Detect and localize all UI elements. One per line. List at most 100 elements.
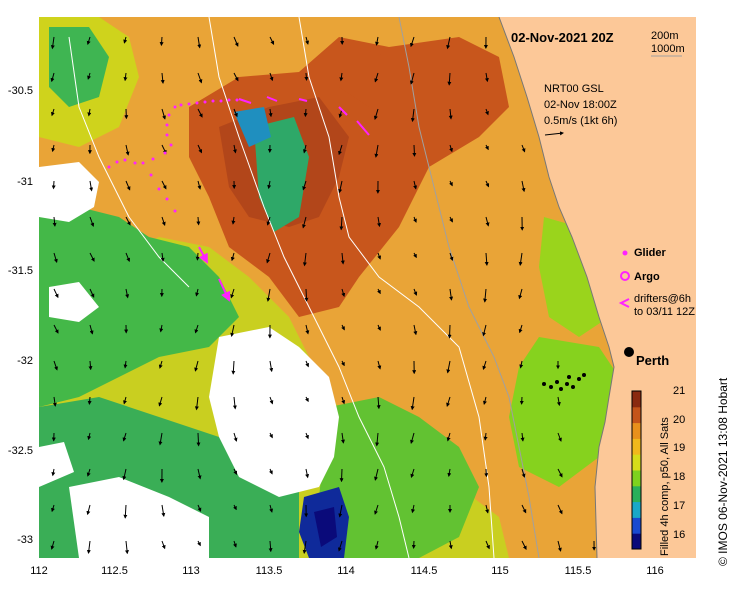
current-arrow xyxy=(449,144,453,153)
colorbar-swatch xyxy=(632,422,641,439)
current-arrow xyxy=(232,144,237,154)
current-arrow xyxy=(86,540,91,554)
current-arrow xyxy=(410,36,415,48)
current-arrow xyxy=(485,216,490,227)
current-arrow xyxy=(339,216,344,231)
current-arrow xyxy=(196,432,201,447)
current-arrow xyxy=(50,36,55,50)
cloud-gap-southcentral xyxy=(209,327,339,497)
current-arrow xyxy=(484,252,489,266)
current-arrow xyxy=(197,540,201,547)
current-arrow xyxy=(518,324,523,334)
colorbar-tick-label: 21 xyxy=(673,385,686,397)
current-arrow xyxy=(195,288,200,297)
colorbar-tick-label: 19 xyxy=(673,442,686,455)
current-arrow xyxy=(446,432,451,442)
current-arrow xyxy=(557,540,562,552)
current-arrow xyxy=(341,360,345,367)
colorbar-swatch xyxy=(632,454,641,471)
x-tick-label: 114.5 xyxy=(410,565,438,577)
current-arrow xyxy=(485,180,490,188)
contour-1000m-3 xyxy=(68,36,190,288)
land-western-australia xyxy=(499,17,696,558)
x-tick-label: 113.5 xyxy=(255,565,283,577)
sst-map-canvas xyxy=(39,17,696,558)
coastal-green-strip xyxy=(539,217,609,337)
current-arrow xyxy=(125,180,131,191)
current-arrow xyxy=(269,396,274,405)
colorbar-swatch xyxy=(632,438,641,455)
reference-velocity-arrow xyxy=(544,131,564,136)
current-arrow xyxy=(557,432,562,442)
current-arrow xyxy=(52,396,57,407)
legend-drifters-time: to 03/11 12Z xyxy=(634,306,695,318)
current-arrow xyxy=(194,324,199,334)
glider-legend-symbol xyxy=(622,250,628,256)
current-arrow xyxy=(125,144,130,156)
current-arrow xyxy=(374,72,379,83)
current-arrow xyxy=(51,180,56,190)
sst-map-plot xyxy=(39,17,696,558)
current-arrow xyxy=(233,504,237,511)
current-arrow xyxy=(232,396,237,410)
glider-track xyxy=(107,98,239,213)
current-arrow xyxy=(161,216,166,226)
current-arrow xyxy=(341,288,346,298)
current-arrow xyxy=(302,216,307,229)
current-arrow xyxy=(89,252,95,262)
current-arrow xyxy=(122,468,127,481)
current-arrow xyxy=(89,324,94,335)
current-arrow xyxy=(53,252,58,264)
current-arrow xyxy=(160,72,165,84)
date-label: 02-Nov-2021 20Z xyxy=(511,30,614,45)
colorbar-border xyxy=(631,390,642,550)
velocity-scale: 0.5m/s (1kt 6h) xyxy=(544,115,618,127)
credit-line: © IMOS 06-Nov-2021 13:08 Hobart xyxy=(716,377,730,566)
y-tick-label: -30.5 xyxy=(7,85,33,97)
current-arrow xyxy=(338,180,343,194)
current-arrow xyxy=(305,396,309,403)
current-arrow xyxy=(122,432,127,442)
current-arrow xyxy=(125,288,130,299)
cloud-gap-west xyxy=(39,162,99,222)
current-arrow xyxy=(88,360,93,371)
current-arrow xyxy=(269,504,274,513)
current-arrow xyxy=(302,252,307,267)
current-arrow xyxy=(449,288,454,301)
current-arrow xyxy=(233,540,237,548)
cloud-gap-west-2 xyxy=(49,282,99,322)
current-arrow xyxy=(413,216,417,223)
current-arrow xyxy=(483,288,488,303)
current-arrow xyxy=(50,72,55,83)
current-arrow xyxy=(413,252,417,259)
current-arrow xyxy=(230,324,235,337)
current-arrow xyxy=(376,396,381,410)
coastline xyxy=(498,17,615,558)
current-arrow xyxy=(86,468,91,477)
colorbar-tick-label: 18 xyxy=(673,471,686,484)
current-arrow xyxy=(197,468,202,480)
current-arrow xyxy=(269,468,273,475)
current-arrow xyxy=(483,396,487,405)
current-arrow xyxy=(305,360,309,368)
current-arrow xyxy=(197,36,202,49)
current-arrow xyxy=(447,72,452,86)
current-arrow xyxy=(304,288,309,302)
current-arrow xyxy=(233,432,238,442)
x-tick-label: 112.5 xyxy=(101,565,128,577)
current-arrow xyxy=(89,180,94,192)
current-arrow xyxy=(231,216,236,225)
current-arrow xyxy=(89,288,95,298)
contour-1000m-label: 1000m xyxy=(651,43,685,55)
current-arrow xyxy=(233,468,237,475)
current-arrow xyxy=(339,468,344,483)
current-arrow xyxy=(230,252,235,262)
current-arrow xyxy=(412,144,417,157)
warm-north-patch xyxy=(339,42,429,117)
current-arrow xyxy=(520,432,525,442)
current-arrow xyxy=(160,252,165,262)
current-arrow xyxy=(231,360,236,375)
current-arrow xyxy=(123,36,128,44)
current-arrow xyxy=(483,432,488,441)
current-arrow xyxy=(158,432,163,446)
